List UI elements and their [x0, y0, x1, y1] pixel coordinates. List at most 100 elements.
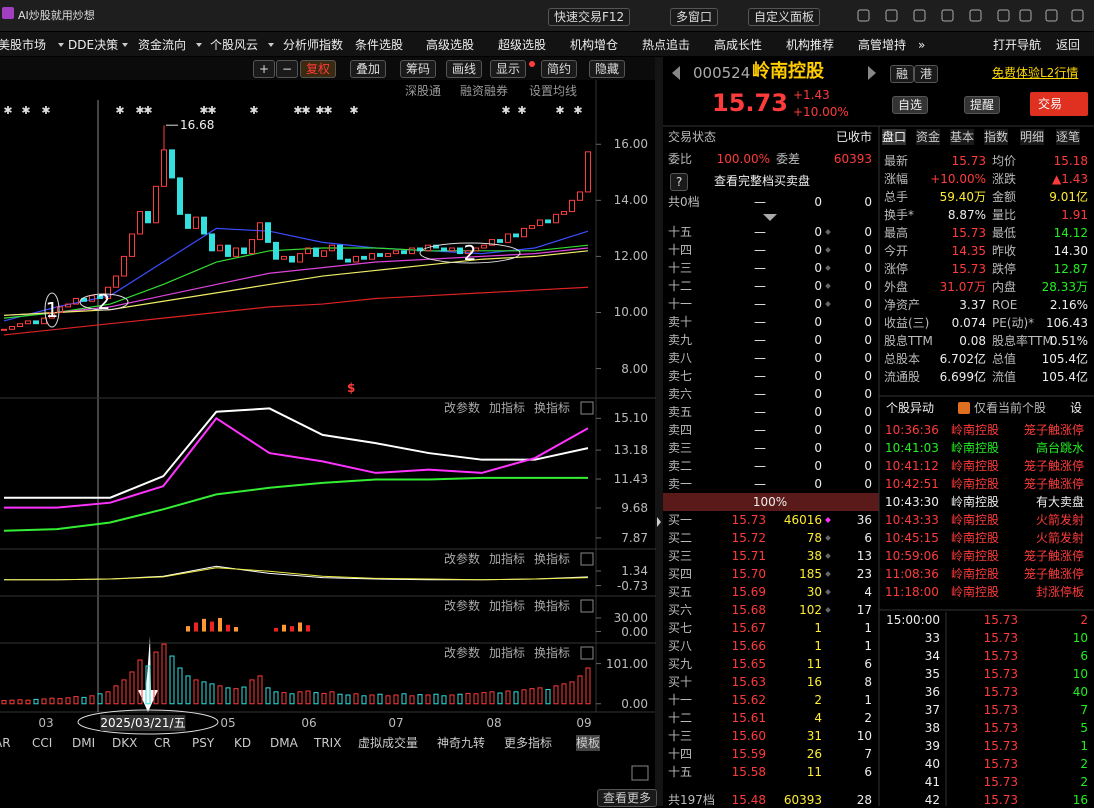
window-icon[interactable]: [969, 9, 982, 22]
title-button[interactable]: 多窗口: [670, 8, 719, 26]
book-price: 15.69: [731, 585, 766, 599]
menu-item[interactable]: 返回: [1056, 38, 1081, 52]
toolbar-button[interactable]: 显示: [490, 60, 527, 78]
indicator-tab[interactable]: DKX: [112, 736, 138, 750]
menu-item[interactable]: 热点追击: [642, 38, 691, 52]
window-icon[interactable]: [1019, 9, 1032, 22]
indicator-tab[interactable]: 虚拟成交量: [358, 736, 419, 750]
prev-stock[interactable]: [672, 66, 680, 80]
toolbar-button[interactable]: 隐藏: [589, 60, 626, 78]
toolbar-button[interactable]: 筹码: [400, 60, 437, 78]
panel-action[interactable]: 换指标: [534, 646, 571, 660]
indicator-tab[interactable]: 更多指标: [504, 736, 553, 750]
menu-item[interactable]: 超级选股: [498, 38, 547, 52]
checkbox[interactable]: [958, 402, 970, 414]
menu-item[interactable]: 分析师指数: [283, 38, 344, 52]
panel-action[interactable]: 换指标: [534, 552, 571, 566]
panel-action[interactable]: 加指标: [489, 646, 526, 660]
alert-button[interactable]: 提醒: [964, 96, 1001, 114]
panel-action[interactable]: 换指标: [534, 599, 571, 613]
trade-button-bg[interactable]: [1030, 92, 1088, 116]
menu-item[interactable]: 打开导航: [993, 38, 1042, 52]
chart-link[interactable]: 深股通: [405, 84, 442, 98]
next-stock[interactable]: [868, 66, 876, 80]
menu-item[interactable]: 资金流向: [138, 38, 187, 52]
book-count: 8: [864, 675, 872, 689]
quote-tab[interactable]: 明细: [1020, 129, 1045, 145]
menu-item[interactable]: 高级选股: [426, 38, 475, 52]
indicator-tab[interactable]: KD: [234, 736, 252, 750]
title-button[interactable]: 快速交易F12: [548, 8, 631, 26]
quote-tab[interactable]: 逐笔: [1056, 129, 1081, 145]
splitter-arrow[interactable]: [657, 517, 661, 527]
trade-button[interactable]: 交易: [1038, 97, 1063, 111]
quote-tab[interactable]: 指数: [984, 129, 1009, 145]
window-icon[interactable]: [885, 9, 898, 22]
toolbar-button[interactable]: 叠加: [350, 60, 387, 78]
label[interactable]: ?: [670, 173, 689, 191]
menu-item[interactable]: 高成长性: [714, 38, 763, 52]
title-bar: [0, 0, 1094, 31]
tag[interactable]: 港: [914, 65, 939, 83]
toolbar-button[interactable]: +: [253, 60, 276, 78]
panel-close[interactable]: [580, 401, 594, 415]
panel-action[interactable]: 改参数: [444, 599, 481, 613]
menu-item[interactable]: 个股风云: [210, 38, 259, 52]
menu-item[interactable]: 条件选股: [355, 38, 404, 52]
l2-link[interactable]: 免费体验L2行情: [992, 66, 1079, 80]
indicator-tab[interactable]: DMA: [270, 736, 298, 750]
window-icon[interactable]: [913, 9, 926, 22]
menu-item[interactable]: 机构推荐: [786, 38, 835, 52]
panel-close[interactable]: [580, 599, 594, 613]
window-icon[interactable]: [1071, 9, 1084, 22]
window-icon[interactable]: [941, 9, 954, 22]
menu-item[interactable]: DDE决策: [68, 38, 119, 52]
indicator-tab[interactable]: PSY: [192, 736, 215, 750]
quote-tab[interactable]: 基本: [950, 129, 975, 145]
tag[interactable]: 融: [890, 65, 915, 83]
panel-action[interactable]: 加指标: [489, 599, 526, 613]
panel-action[interactable]: 加指标: [489, 401, 526, 415]
x-tick-label: 03: [38, 716, 54, 730]
filter-label[interactable]: 仅看当前个股: [974, 401, 1047, 415]
menu-item[interactable]: 机构增仓: [570, 38, 619, 52]
more-link[interactable]: 查看更多: [597, 789, 658, 807]
panel-close[interactable]: [580, 552, 594, 566]
quote-tab[interactable]: 盘口: [882, 129, 907, 145]
panel-action[interactable]: 改参数: [444, 552, 481, 566]
book-link[interactable]: 查看完整档买卖盘: [714, 174, 811, 188]
candle: [73, 297, 79, 305]
window-icon[interactable]: [857, 9, 870, 22]
toolbar-button[interactable]: −: [276, 60, 299, 78]
splitter[interactable]: [655, 57, 663, 806]
indicator-tab[interactable]: AR: [0, 736, 11, 750]
quote-tab[interactable]: 资金: [916, 129, 941, 145]
indicator-tab[interactable]: 神奇九转: [437, 736, 486, 750]
window-icon[interactable]: [1045, 9, 1058, 22]
panel-action[interactable]: 换指标: [534, 401, 571, 415]
indicator-tab[interactable]: CCI: [32, 736, 53, 750]
chart-link[interactable]: 设置均线: [529, 84, 578, 98]
panel-action[interactable]: 改参数: [444, 646, 481, 660]
settings-button[interactable]: 设: [1070, 401, 1083, 415]
panel-close[interactable]: [580, 646, 594, 660]
panel-action[interactable]: 改参数: [444, 401, 481, 415]
toolbar-button[interactable]: 复权: [300, 60, 337, 78]
watch-button[interactable]: 自选: [892, 96, 929, 114]
menu-item[interactable]: »: [918, 38, 926, 52]
indicator-tab[interactable]: DMI: [72, 736, 96, 750]
title-button[interactable]: 自定义面板: [748, 8, 821, 26]
toolbar-button[interactable]: 画线: [446, 60, 483, 78]
chart-link[interactable]: 融资融券: [460, 84, 509, 98]
toolbar-button[interactable]: 简约: [541, 60, 578, 78]
menu-item[interactable]: 高管增持: [858, 38, 907, 52]
candle: [465, 250, 471, 255]
indicator-tab[interactable]: TRIX: [314, 736, 342, 750]
menu-item[interactable]: 美股市场: [0, 38, 47, 52]
book-count: 1: [864, 621, 872, 635]
panel-action[interactable]: 加指标: [489, 552, 526, 566]
indicator-tab[interactable]: 模板: [576, 735, 601, 751]
window-icon[interactable]: [997, 9, 1010, 22]
indicator-tab[interactable]: CR: [154, 736, 171, 750]
scroll-icon[interactable]: [631, 765, 649, 781]
